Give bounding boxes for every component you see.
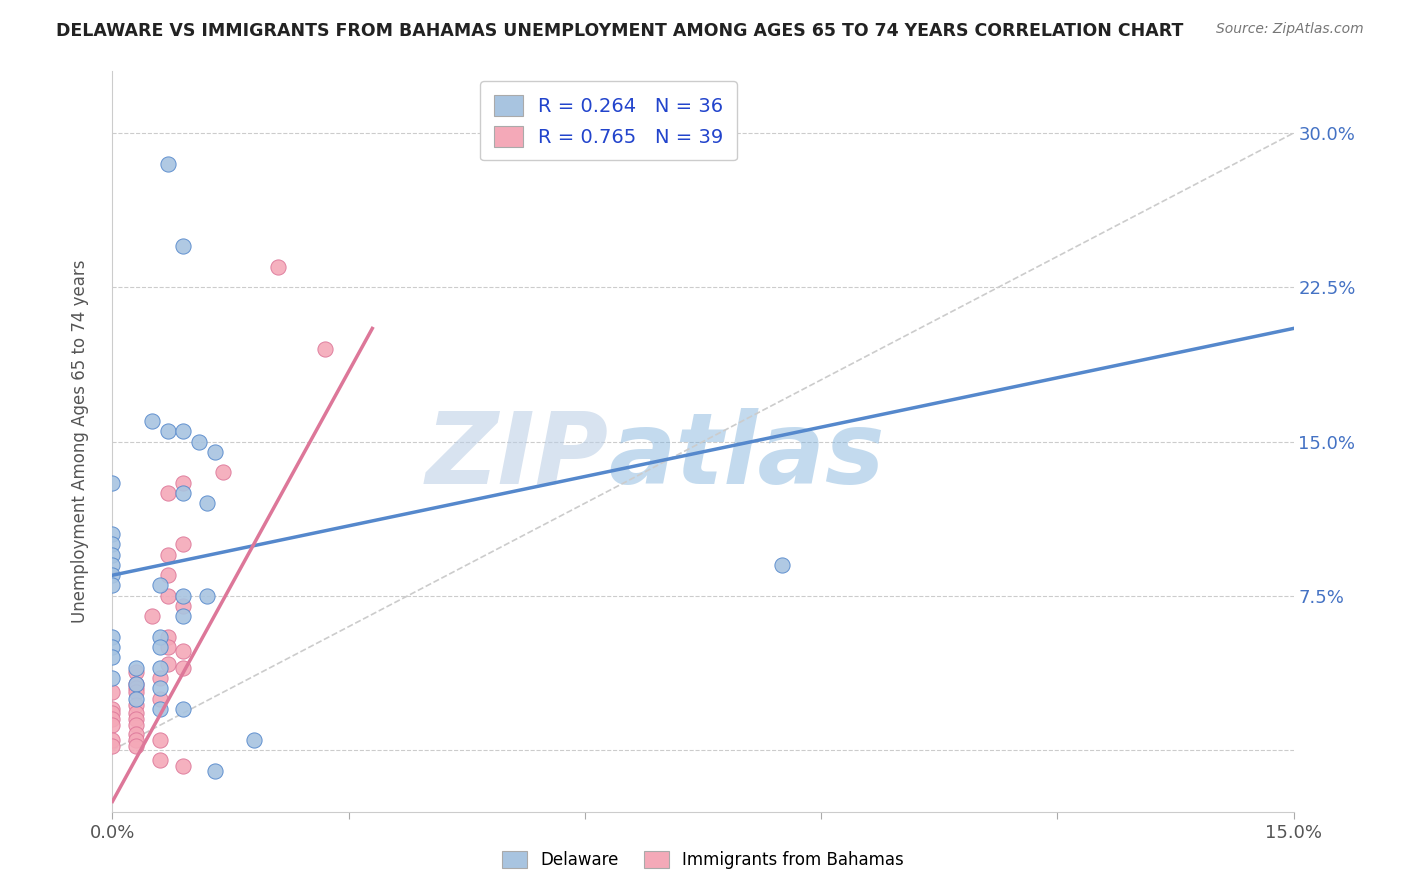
Point [172,644,194,658]
Point [156,424,179,438]
Point [172,661,194,675]
Point [156,548,179,562]
Text: atlas: atlas [609,408,884,505]
Point [172,537,194,551]
Point [204,764,226,778]
Point [172,589,194,603]
Point [149,671,172,685]
Point [149,732,172,747]
Point [172,759,194,773]
Point [125,685,148,699]
Text: DELAWARE VS IMMIGRANTS FROM BAHAMAS UNEMPLOYMENT AMONG AGES 65 TO 74 YEARS CORRE: DELAWARE VS IMMIGRANTS FROM BAHAMAS UNEM… [56,22,1184,40]
Point [125,677,148,691]
Point [149,640,172,655]
Point [204,445,226,459]
Point [195,589,218,603]
Point [125,698,148,712]
Point [211,466,233,480]
Point [125,661,148,675]
Point [149,753,172,767]
Point [101,527,124,541]
Point [195,496,218,510]
Point [125,739,148,753]
Point [149,578,172,592]
Point [125,718,148,732]
Point [101,739,124,753]
Point [156,589,179,603]
Point [101,712,124,726]
Point [267,260,290,274]
Point [101,537,124,551]
Point [156,657,179,671]
Point [172,486,194,500]
Point [770,558,793,572]
Point [101,475,124,490]
Point [101,671,124,685]
Point [149,630,172,644]
Point [125,706,148,720]
Point [188,434,211,449]
Legend: R = 0.264   N = 36, R = 0.765   N = 39: R = 0.264 N = 36, R = 0.765 N = 39 [479,81,737,161]
Point [172,599,194,613]
Point [149,681,172,696]
Point [125,665,148,679]
Text: ZIP: ZIP [426,408,609,505]
Point [149,661,172,675]
Point [101,568,124,582]
Point [101,548,124,562]
Point [172,424,194,438]
Point [156,568,179,582]
Point [125,712,148,726]
Text: Source: ZipAtlas.com: Source: ZipAtlas.com [1216,22,1364,37]
Point [101,640,124,655]
Point [156,157,179,171]
Point [172,239,194,253]
Point [149,691,172,706]
Legend: Delaware, Immigrants from Bahamas: Delaware, Immigrants from Bahamas [492,841,914,880]
Point [101,702,124,716]
Point [141,609,163,624]
Point [156,486,179,500]
Point [156,640,179,655]
Point [101,578,124,592]
Point [101,558,124,572]
Point [172,475,194,490]
Point [101,650,124,665]
Point [125,691,148,706]
Y-axis label: Unemployment Among Ages 65 to 74 years: Unemployment Among Ages 65 to 74 years [70,260,89,624]
Point [125,726,148,740]
Point [101,706,124,720]
Point [101,718,124,732]
Point [125,677,148,691]
Point [101,685,124,699]
Point [141,414,163,428]
Point [314,342,336,356]
Point [156,630,179,644]
Point [125,681,148,696]
Point [243,732,266,747]
Point [149,702,172,716]
Point [101,732,124,747]
Point [101,630,124,644]
Point [172,702,194,716]
Point [125,732,148,747]
Point [172,609,194,624]
